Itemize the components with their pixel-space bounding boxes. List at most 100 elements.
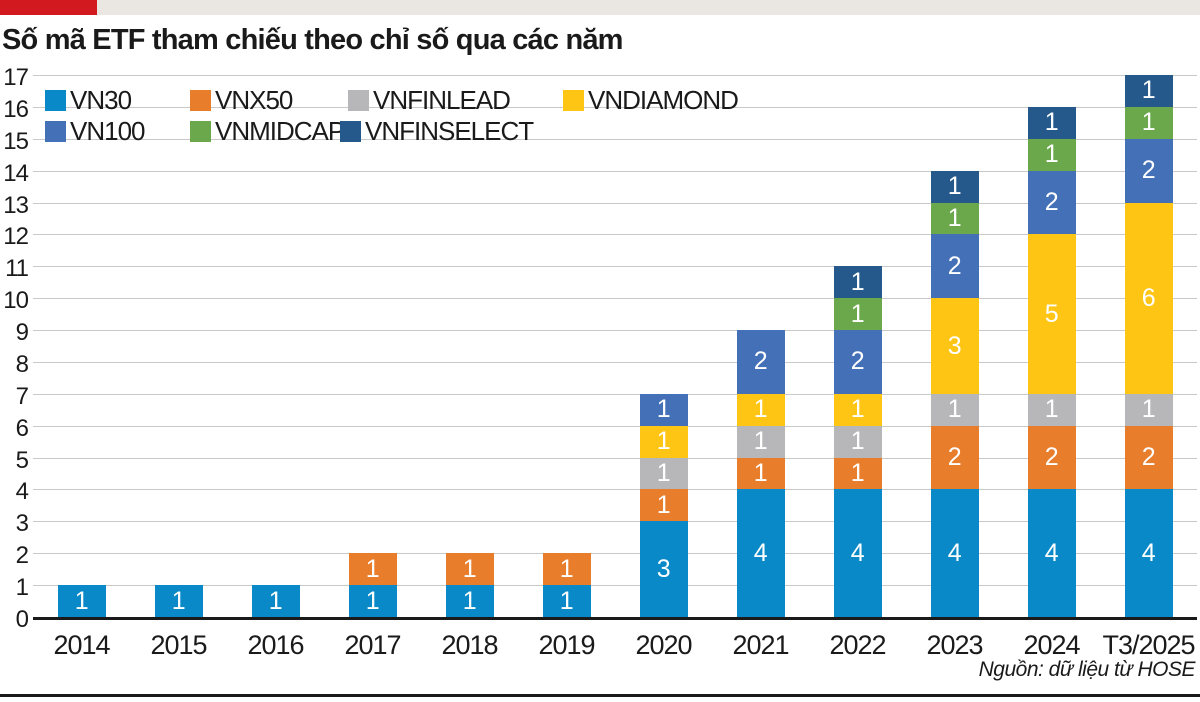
y-tick-label: 17 <box>3 64 29 91</box>
bar-segment-vnfinselect: 1 <box>930 170 979 203</box>
bar-segment-vn30: 1 <box>445 585 494 617</box>
segment-value-label: 1 <box>1141 108 1156 137</box>
bar-segment-vnfinlead: 1 <box>736 425 785 458</box>
bar-segment-vndiamond: 6 <box>1124 202 1173 394</box>
y-tick-label: 5 <box>15 446 29 474</box>
gridline <box>33 234 1197 236</box>
bar-segment-vn30: 4 <box>736 489 785 617</box>
bar-segment-vn100: 2 <box>1124 138 1173 203</box>
legend-label: VNX50 <box>215 85 293 115</box>
y-tick-label: 0 <box>15 606 29 633</box>
x-tick-label: 2018 <box>441 630 498 660</box>
bar-segment-vnx50: 1 <box>736 457 785 490</box>
gridline <box>33 553 1197 555</box>
legend-swatch-icon <box>45 89 66 111</box>
gridline <box>33 298 1197 300</box>
source-note: Nguồn: dữ liệu từ HOSE <box>978 658 1196 681</box>
bar-segment-vnmidcap: 1 <box>833 298 882 331</box>
bar-segment-vndiamond: 1 <box>639 425 688 458</box>
bar-segment-vn100: 2 <box>736 330 785 394</box>
bar-segment-vnmidcap: 1 <box>1124 106 1173 139</box>
segment-value-label: 6 <box>1141 283 1156 312</box>
segment-value-label: 1 <box>753 459 768 488</box>
segment-value-label: 1 <box>753 427 768 456</box>
segment-value-label: 5 <box>1044 299 1059 328</box>
bar-segment-vnx50: 1 <box>833 457 882 490</box>
y-tick-label: 2 <box>15 542 29 570</box>
segment-value-label: 1 <box>947 395 962 424</box>
y-tick-label: 8 <box>15 350 29 378</box>
bar-segment-vndiamond: 3 <box>930 298 979 394</box>
bar-segment-vnx50: 1 <box>348 553 397 586</box>
legend-item-vn100: VN100 <box>45 116 145 146</box>
legend-item-vn30: VN30 <box>45 85 132 115</box>
bar-segment-vndiamond: 5 <box>1027 234 1076 394</box>
y-tick-label: 12 <box>3 223 29 251</box>
gridline <box>33 521 1197 523</box>
legend-swatch-icon <box>45 120 66 142</box>
x-tick-label: 2024 <box>1023 630 1080 660</box>
x-tick-label: 2023 <box>926 630 983 660</box>
segment-value-label: 2 <box>1044 443 1059 472</box>
y-tick-label: 13 <box>3 191 29 219</box>
bar-segment-vnfinlead: 1 <box>1027 393 1076 426</box>
y-tick-label: 7 <box>15 382 29 410</box>
bar-segment-vn30: 4 <box>1124 489 1173 617</box>
bar-segment-vnmidcap: 1 <box>930 202 979 235</box>
y-tick-label: 10 <box>3 287 29 315</box>
bar-segment-vnx50: 2 <box>930 425 979 490</box>
legend-item-vnx50: VNX50 <box>190 85 293 115</box>
bar-segment-vn30: 1 <box>154 585 203 617</box>
segment-value-label: 2 <box>947 251 962 280</box>
segment-value-label: 2 <box>1141 156 1156 185</box>
legend-label: VN30 <box>70 85 132 115</box>
bar-segment-vndiamond: 1 <box>736 393 785 426</box>
bar-segment-vn100: 1 <box>639 393 688 426</box>
y-tick-label: 11 <box>5 255 29 283</box>
segment-value-label: 1 <box>850 427 865 456</box>
segment-value-label: 3 <box>947 331 962 360</box>
segment-value-label: 4 <box>753 538 768 567</box>
segment-value-label: 1 <box>947 203 962 232</box>
y-tick-label: 14 <box>3 159 29 187</box>
bar-segment-vnfinlead: 1 <box>639 457 688 490</box>
gridline <box>33 170 1197 172</box>
bar-segment-vn30: 4 <box>930 489 979 617</box>
segment-value-label: 1 <box>1044 108 1059 137</box>
y-axis-tick-labels: 0 1 2 3 4 5 6 7 8 9 10 11 12 13 14 15 16 17 <box>0 65 29 633</box>
bar-segment-vnx50: 2 <box>1027 425 1076 490</box>
bar-segment-vn30: 4 <box>1027 489 1076 617</box>
legend-swatch-icon <box>340 120 361 142</box>
y-tick-label: 16 <box>3 95 29 123</box>
bar-segment-vn100: 2 <box>833 330 882 394</box>
bar-segment-vnx50: 2 <box>1124 425 1173 490</box>
segment-value-label: 1 <box>365 586 380 615</box>
bar-segment-vnx50: 1 <box>639 489 688 522</box>
segment-value-label: 1 <box>656 395 671 424</box>
gridline <box>33 138 1197 140</box>
bar-segment-vnfinselect: 1 <box>833 266 882 299</box>
segment-value-label: 1 <box>74 586 89 615</box>
legend-label: VNDIAMOND <box>588 85 739 115</box>
bar-segment-vnfinlead: 1 <box>833 425 882 458</box>
gridline <box>33 489 1197 491</box>
segment-value-label: 1 <box>1044 140 1059 169</box>
bar-segment-vn30: 1 <box>251 585 300 617</box>
legend-label: VN100 <box>70 116 145 146</box>
gridline <box>33 361 1197 363</box>
legend-swatch-icon <box>563 89 584 111</box>
y-tick-label: 15 <box>3 127 29 155</box>
y-tick-label: 6 <box>15 414 29 442</box>
bar-segment-vn100: 2 <box>1027 170 1076 235</box>
gridline <box>33 425 1197 427</box>
bar-segment-vn100: 2 <box>930 234 979 299</box>
y-tick-label: 1 <box>15 574 29 602</box>
legend-swatch-icon <box>348 89 369 111</box>
segment-value-label: 1 <box>559 586 574 615</box>
segment-value-label: 2 <box>850 347 865 376</box>
segment-value-label: 4 <box>947 538 962 567</box>
gridline <box>33 75 1197 76</box>
legend-item-vndiamond: VNDIAMOND <box>563 85 739 115</box>
